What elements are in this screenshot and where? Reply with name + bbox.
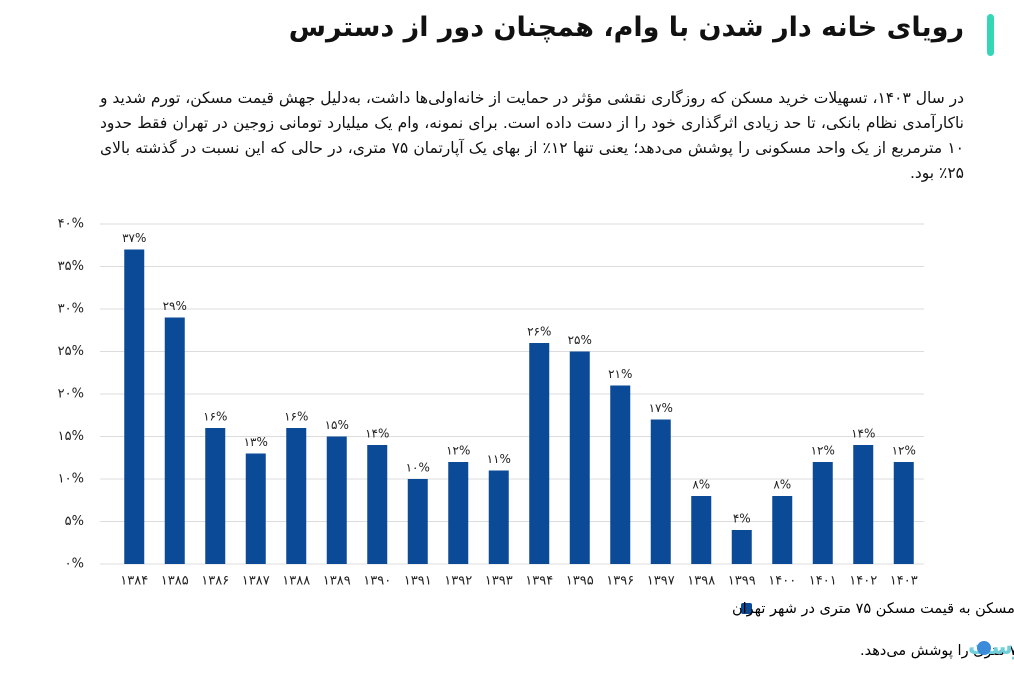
bar [205,428,226,564]
x-tick-label: ۱۴۰۲ [849,574,877,589]
x-tick-label: ۱۴۰۰ [768,574,796,589]
y-tick-label: ۴۰% [58,217,84,232]
x-tick-label: ۱۳۸۶ [201,574,229,589]
x-tick-label: ۱۳۹۱ [404,574,432,589]
value-label: ۱۵% [325,418,349,432]
bar [772,496,793,564]
bar [691,496,712,564]
x-tick-label: ۱۳۸۷ [242,574,270,589]
value-label: ۸% [773,478,791,492]
bar [245,453,266,564]
value-label: ۱۴% [851,427,875,441]
value-label: ۱۶% [284,410,308,424]
x-tick-label: ۱۳۸۵ [161,574,189,589]
bar [569,351,590,564]
value-label: ۱۶% [203,410,227,424]
x-tick-label: ۱۳۹۴ [525,574,553,589]
x-tick-label: ۱۳۹۲ [444,574,472,589]
value-label: ۱۲% [811,444,835,458]
bar [650,419,671,564]
x-tick-label: ۱۳۹۹ [728,574,756,589]
value-label: ۱۲% [446,444,470,458]
bar [893,462,914,564]
page-title: رویای خانه دار شدن با وام، همچنان دور از… [288,12,964,43]
y-tick-label: ۱۰% [58,472,84,487]
title-accent [987,14,994,56]
value-label: ۱۱% [487,452,511,466]
footer-note: وام مسکن در شهر تهران فقط ۱۲ درصد از مبل… [860,643,1014,659]
value-label: ۴% [733,512,751,526]
legend-label: نسبت وام خرید مسکن به قیمت مسکن ۷۵ متری … [732,601,1014,617]
bar [448,462,469,564]
intro-paragraph: در سال ۱۴۰۳، تسهیلات خرید مسکن که روزگار… [100,89,964,182]
bar [367,445,388,564]
x-tick-label: ۱۳۹۰ [363,574,391,589]
x-tick-label: ۱۳۸۹ [323,574,351,589]
value-label: ۱۳% [244,435,268,449]
value-label: ۱۲% [892,444,916,458]
value-label: ۱۴% [365,427,389,441]
bar [407,479,428,564]
bar [326,436,347,564]
y-tick-label: ۱۵% [58,429,84,444]
y-tick-label: ۳۰% [58,302,84,317]
y-tick-label: ۲۵% [58,344,84,359]
bar [853,445,874,564]
x-tick-label: ۱۳۸۴ [120,574,148,589]
value-label: ۸% [692,478,710,492]
value-label: ۲۵% [568,333,592,347]
x-tick-label: ۱۳۹۶ [606,574,634,589]
value-label: ۲۶% [527,325,551,339]
x-tick-label: ۱۴۰۱ [809,574,837,589]
value-label: ۲۱% [608,367,632,381]
logo: پیوست [968,635,1014,660]
bar [610,385,631,564]
x-tick-label: ۱۳۸۸ [282,574,310,589]
x-tick-label: ۱۳۹۳ [485,574,513,589]
y-tick-label: ۵% [65,514,84,529]
x-tick-label: ۱۳۹۸ [687,574,715,589]
bar [164,317,185,564]
y-tick-label: ۲۰% [58,387,84,402]
bar [731,530,752,564]
bar [488,470,509,564]
bar [812,462,833,564]
bar [529,343,550,564]
value-label: ۲۹% [163,299,187,313]
value-label: ۱۰% [406,461,430,475]
value-label: ۳۷% [122,231,146,245]
x-tick-label: ۱۴۰۳ [890,574,918,589]
x-tick-label: ۱۳۹۷ [647,574,675,589]
y-tick-label: ۰% [65,557,84,572]
bar [286,428,307,564]
x-tick-label: ۱۳۹۵ [566,574,594,589]
legend-swatch [741,603,752,614]
y-tick-label: ۳۵% [58,259,84,274]
value-label: ۱۷% [649,401,673,415]
bar [124,249,145,564]
logo-icon [977,641,991,655]
